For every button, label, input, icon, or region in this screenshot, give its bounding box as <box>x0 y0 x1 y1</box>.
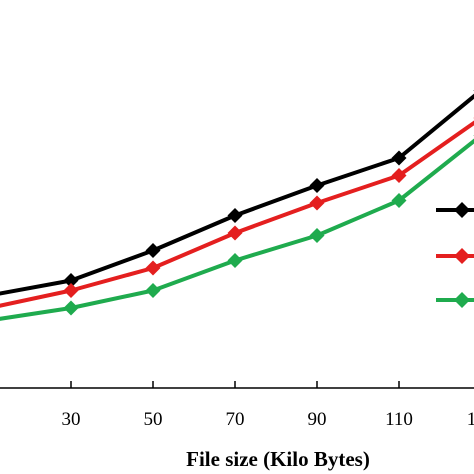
x-tick-label: 50 <box>144 409 163 430</box>
series-layer <box>0 90 474 321</box>
legend <box>436 202 474 308</box>
legend-marker <box>454 292 470 308</box>
legend-entry-3 <box>436 292 474 308</box>
x-tick-label: 30 <box>62 409 81 430</box>
data-point <box>145 243 161 258</box>
data-point <box>309 228 325 243</box>
data-point <box>227 253 243 268</box>
legend-entry-2 <box>436 248 474 264</box>
data-point <box>391 193 407 208</box>
data-point <box>227 225 243 241</box>
series-1 <box>0 90 474 296</box>
data-point <box>63 283 79 298</box>
data-point <box>309 178 325 193</box>
data-point <box>227 208 243 223</box>
series-3 <box>0 135 474 321</box>
x-axis-title: File size (Kilo Bytes) <box>186 447 370 471</box>
x-tick-label: 90 <box>308 409 327 430</box>
legend-marker <box>454 248 470 264</box>
data-point <box>145 260 161 276</box>
series-2 <box>0 117 474 308</box>
legend-entry-1 <box>436 202 474 218</box>
data-point <box>63 273 79 288</box>
data-point <box>145 283 161 298</box>
x-tick-label: 110 <box>385 409 413 430</box>
data-point <box>391 150 407 166</box>
legend-marker <box>454 202 470 218</box>
data-point <box>309 195 325 211</box>
data-point <box>391 168 407 183</box>
data-point <box>63 300 79 316</box>
x-tick-label: 70 <box>226 409 245 430</box>
x-axis: 1030507090110130 <box>0 381 474 430</box>
x-tick-label: 130 <box>467 409 474 430</box>
